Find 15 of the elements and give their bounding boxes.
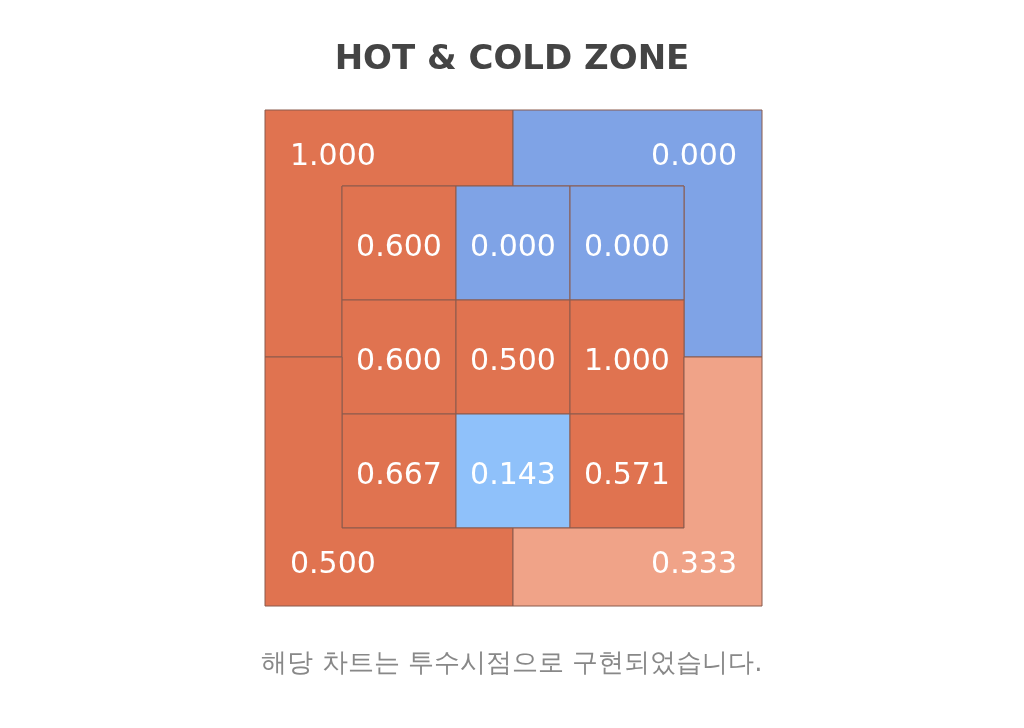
data-label: 0.000 bbox=[651, 136, 737, 172]
data-label: 1.000 bbox=[584, 341, 670, 377]
data-label: 0.500 bbox=[290, 544, 376, 580]
data-label: 0.600 bbox=[356, 227, 442, 263]
text: HOT & COLD ZONE bbox=[334, 37, 690, 77]
data-label: 0.000 bbox=[584, 227, 670, 263]
data-label: 0.600 bbox=[356, 341, 442, 377]
data-label: 0.500 bbox=[470, 341, 556, 377]
text: 해당 차트는 투수시점으로 구현되었습니다. bbox=[261, 647, 763, 677]
data-label: 0.000 bbox=[470, 227, 556, 263]
data-label: 0.333 bbox=[651, 544, 737, 580]
data-label: 0.667 bbox=[356, 455, 442, 491]
data-label: 0.143 bbox=[470, 455, 556, 491]
data-label: 1.000 bbox=[290, 136, 376, 172]
data-label: 0.571 bbox=[584, 455, 670, 491]
